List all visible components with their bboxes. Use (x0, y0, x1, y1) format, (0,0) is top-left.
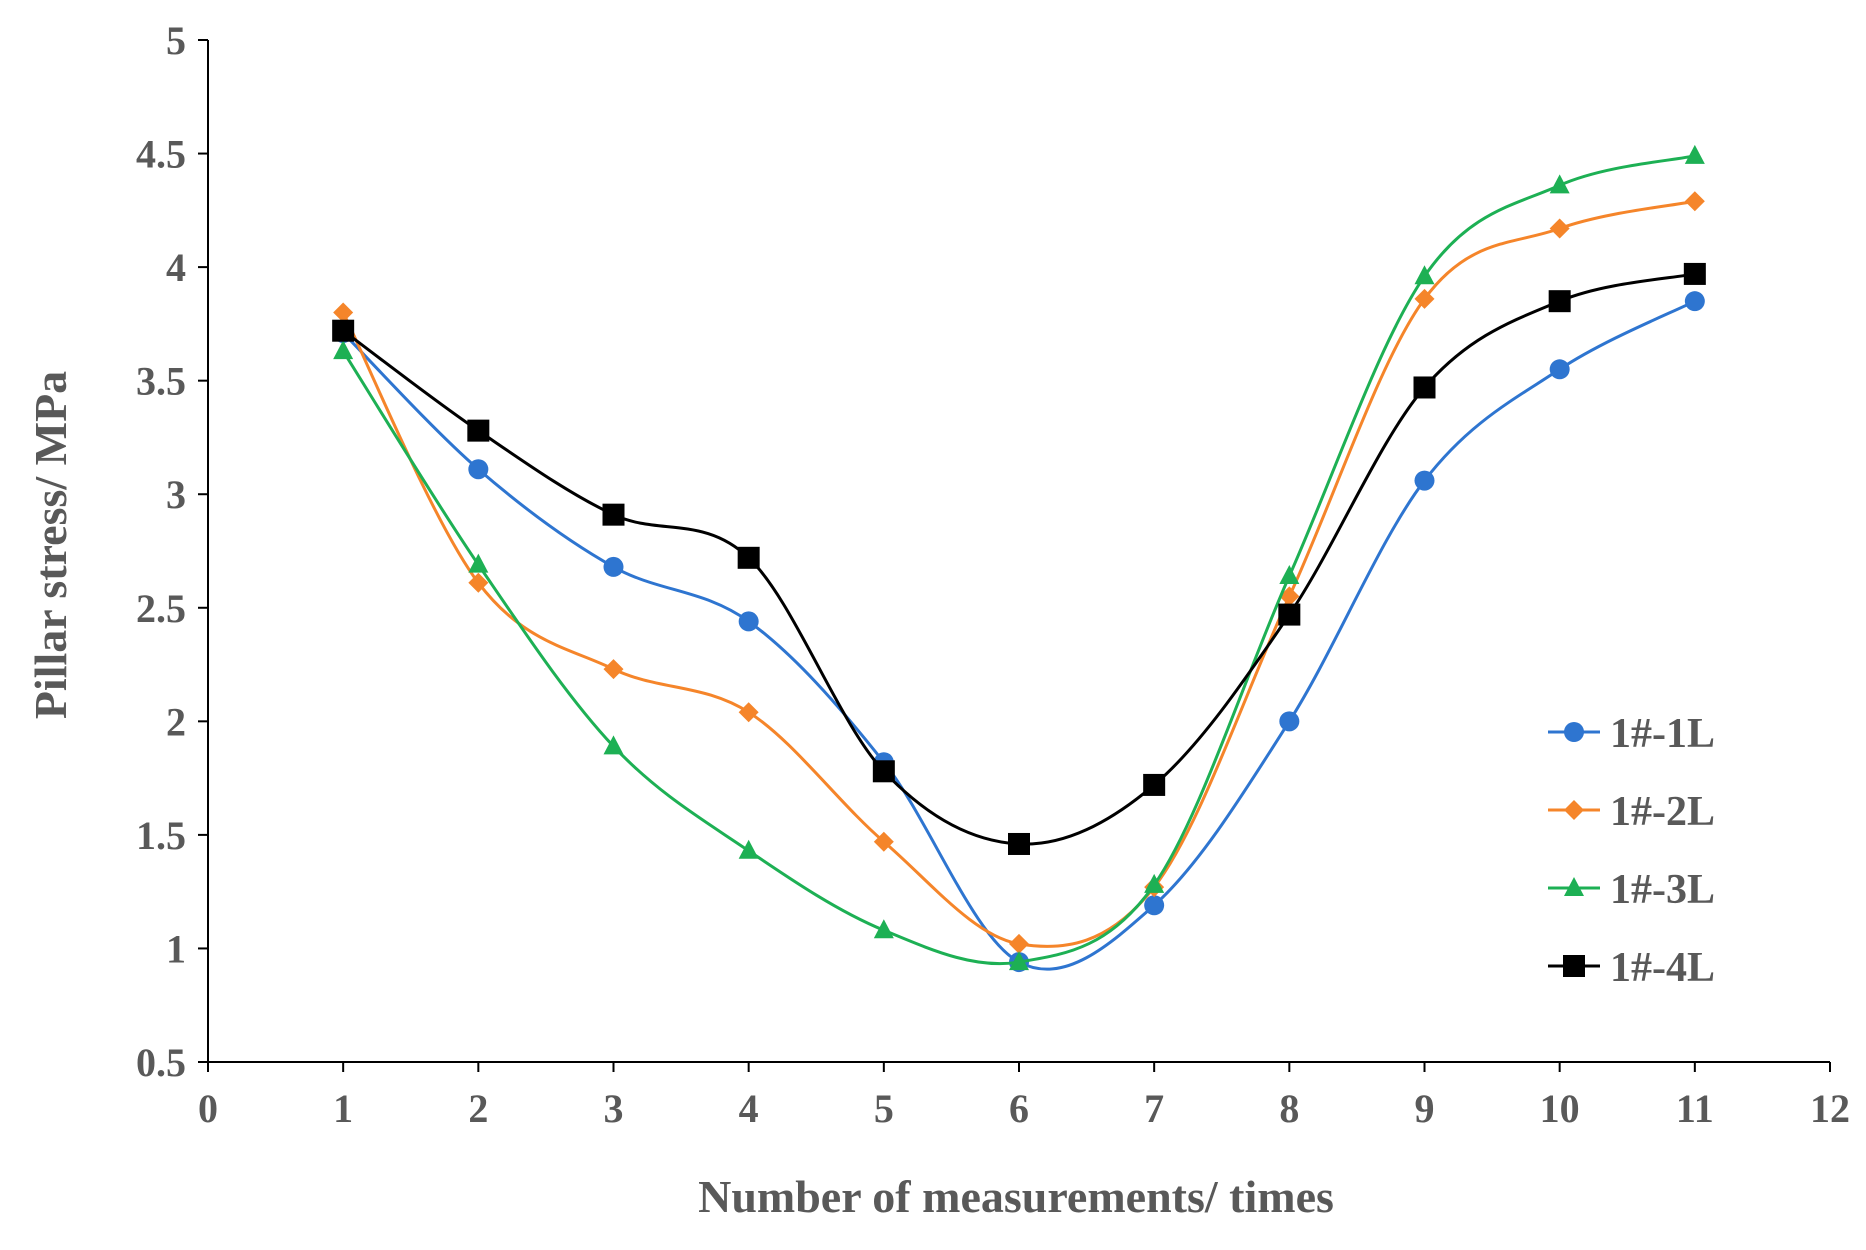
y-tick-label: 1.5 (136, 813, 186, 858)
data-point (1279, 711, 1300, 732)
y-tick-label: 0.5 (136, 1040, 186, 1085)
axes: 0.511.522.533.544.550 1 2 3 4 5 6 7 8 9 10 11 12 (136, 18, 1850, 1131)
data-point (468, 572, 489, 593)
y-axis-title: Pillar stress/ MPa (25, 371, 76, 719)
series-1#-1L (333, 291, 1705, 973)
y-tick-label: 5 (166, 18, 186, 63)
series-line (341, 154, 1696, 966)
data-point (1009, 933, 1029, 954)
legend-marker (1564, 722, 1584, 742)
legend-item: 1#-1L (1548, 711, 1715, 757)
data-point (738, 839, 759, 859)
series-1#-2L (333, 191, 1705, 954)
data-point (1414, 265, 1435, 285)
data-point (1279, 586, 1300, 607)
series-line (342, 272, 1696, 846)
data-point (333, 302, 354, 323)
data-point (1009, 951, 1029, 971)
legend-label: 1#-3L (1610, 867, 1715, 913)
x-tick-label: 2 (468, 1086, 488, 1131)
data-point (738, 611, 759, 632)
data-point (1684, 144, 1705, 164)
data-point (1549, 218, 1570, 239)
data-point (872, 760, 895, 783)
x-tick-label: 9 (1415, 1086, 1435, 1131)
legend-marker (1564, 800, 1584, 820)
data-point (603, 735, 624, 755)
data-point (1549, 174, 1570, 194)
data-point (603, 659, 624, 680)
legend-marker (1564, 877, 1584, 896)
data-point (738, 702, 759, 723)
legend-label: 1#-1L (1610, 711, 1715, 757)
legend-item: 1#-3L (1548, 867, 1715, 913)
data-point (1548, 290, 1571, 313)
data-point (1684, 291, 1705, 312)
legend-marker (1563, 955, 1585, 977)
y-tick-label: 4 (166, 245, 186, 290)
data-point (737, 546, 760, 569)
data-point (1144, 873, 1165, 893)
data-point (1683, 262, 1706, 285)
legend-label: 1#-2L (1610, 789, 1715, 835)
data-point (468, 553, 489, 573)
data-point (1414, 470, 1435, 491)
data-point (1144, 895, 1165, 916)
x-tick-label: 8 (1279, 1086, 1299, 1131)
data-point (603, 556, 624, 577)
y-tick-label: 3 (166, 472, 186, 517)
data-point (332, 319, 355, 342)
legend: 1#-1L 1#-2L 1#-3L 1#-4L (1548, 711, 1715, 991)
data-point (1684, 191, 1705, 212)
x-axis-title: Number of measurements/ times (698, 1171, 1334, 1222)
data-point (1413, 376, 1436, 399)
x-tick-label: 11 (1676, 1086, 1714, 1131)
data-point (1414, 288, 1435, 309)
y-tick-label: 2 (166, 699, 186, 744)
data-point (468, 459, 489, 480)
y-tick-label: 1 (166, 926, 186, 971)
data-point (873, 831, 894, 852)
legend-item: 1#-2L (1548, 789, 1715, 835)
x-tick-label: 0 (198, 1086, 218, 1131)
data-point (1143, 773, 1166, 796)
y-tick-label: 2.5 (136, 586, 186, 631)
x-tick-label: 6 (1009, 1086, 1029, 1131)
x-tick-label: 10 (1540, 1086, 1580, 1131)
legend-item: 1#-4L (1548, 945, 1715, 991)
x-tick-label: 1 (333, 1086, 353, 1131)
data-point (467, 419, 490, 442)
data-point (602, 503, 625, 526)
x-tick-label: 12 (1810, 1086, 1850, 1131)
x-tick-label: 3 (604, 1086, 624, 1131)
series-1#-3L (333, 144, 1705, 971)
y-tick-label: 4.5 (136, 132, 186, 177)
x-tick-label: 5 (874, 1086, 894, 1131)
data-point (1549, 359, 1570, 380)
data-point (873, 919, 894, 939)
y-tick-label: 3.5 (136, 359, 186, 404)
legend-label: 1#-4L (1610, 945, 1715, 991)
x-tick-label: 7 (1144, 1086, 1164, 1131)
data-point (1279, 564, 1300, 584)
series-1#-4L (332, 262, 1706, 855)
data-point (333, 340, 354, 360)
series-layer (332, 144, 1706, 973)
series-line (342, 299, 1696, 971)
data-point (1278, 603, 1301, 626)
x-tick-label: 4 (739, 1086, 759, 1131)
data-point (1008, 832, 1030, 855)
